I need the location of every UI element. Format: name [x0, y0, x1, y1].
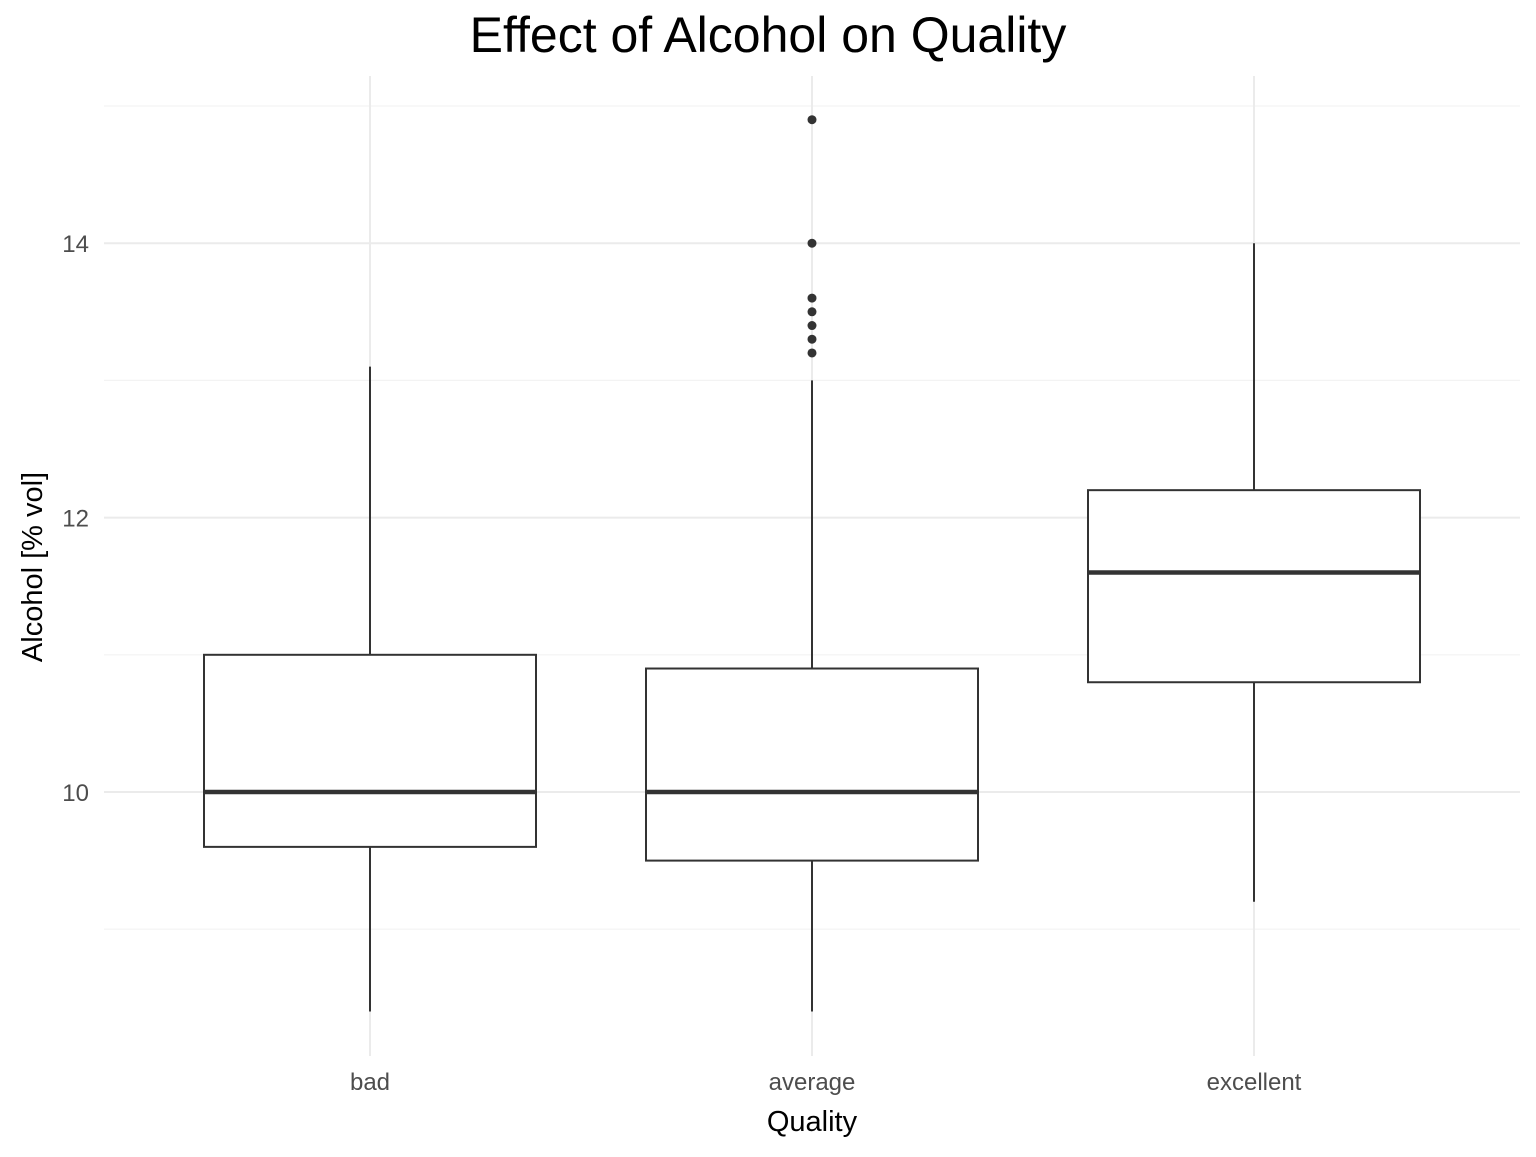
axis-layer: Quality Alcohol [% vol] 10 12 14 bad average…	[17, 231, 1302, 1138]
outlier-point	[807, 348, 817, 358]
outlier-point	[807, 238, 817, 248]
x-tick-label: average	[769, 1069, 856, 1096]
outlier-point	[807, 334, 817, 344]
box-layer	[203, 115, 1421, 1012]
y-tick-label: 10	[62, 780, 89, 807]
y-tick-label: 14	[62, 231, 89, 258]
x-tick-label: bad	[350, 1069, 390, 1096]
x-tick-label: excellent	[1207, 1069, 1302, 1096]
box-average	[645, 115, 979, 1012]
outlier-point	[807, 115, 817, 125]
outlier-point	[807, 293, 817, 303]
box-excellent	[1087, 243, 1421, 902]
outlier-point	[807, 321, 817, 331]
y-tick-label: 12	[62, 506, 89, 533]
iqr-box	[203, 653, 537, 848]
iqr-box	[1087, 489, 1421, 684]
chart-title: Effect of Alcohol on Quality	[469, 7, 1067, 63]
x-axis-label: Quality	[767, 1106, 858, 1138]
box-bad	[203, 366, 537, 1012]
iqr-box	[645, 667, 979, 862]
y-axis-label: Alcohol [% vol]	[17, 472, 49, 662]
outlier-point	[807, 307, 817, 317]
